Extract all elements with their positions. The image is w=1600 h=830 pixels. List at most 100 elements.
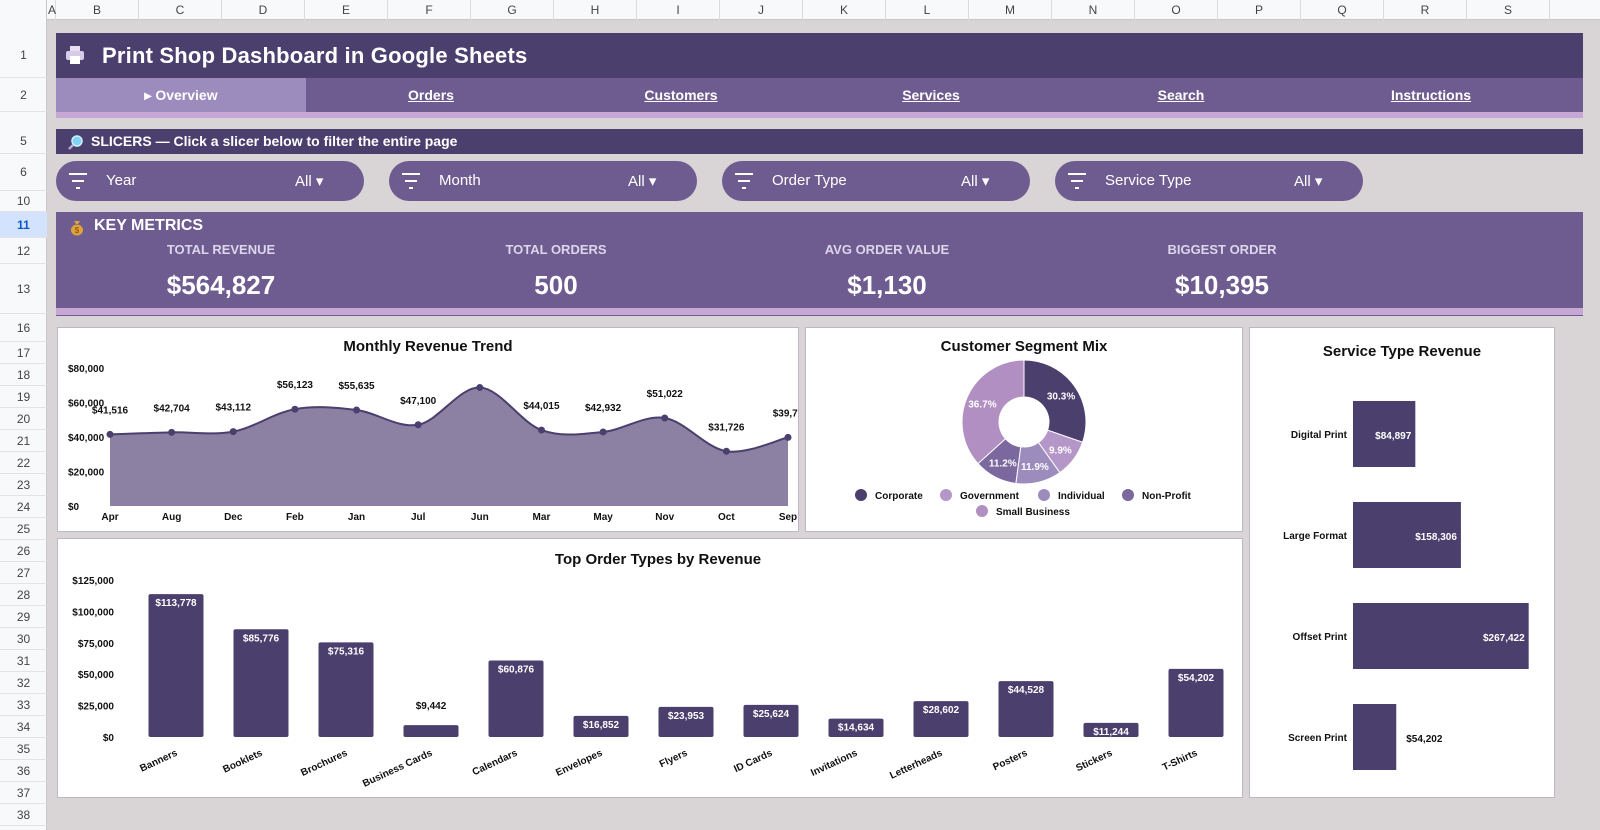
- row-header-31[interactable]: 31: [0, 650, 47, 672]
- slice-label: 36.7%: [968, 400, 996, 411]
- data-label: $41,516: [92, 405, 129, 416]
- row-header-32[interactable]: 32: [0, 672, 47, 694]
- chart-title: Service Type Revenue: [1323, 343, 1481, 360]
- x-tick-label: Calendars: [471, 748, 520, 779]
- slicer-month[interactable]: Month All ▾: [389, 161, 697, 201]
- slicer-value[interactable]: All ▾: [295, 173, 324, 190]
- row-header-20[interactable]: 20: [0, 408, 47, 430]
- slicer-order-type[interactable]: Order Type All ▾: [722, 161, 1030, 201]
- column-header-r[interactable]: R: [1384, 0, 1467, 20]
- row-header-33[interactable]: 33: [0, 694, 47, 716]
- row-header-29[interactable]: 29: [0, 606, 47, 628]
- x-tick-label: Jul: [411, 512, 426, 523]
- bar: [1353, 401, 1416, 467]
- select-all-corner[interactable]: [0, 0, 47, 20]
- x-tick-label: Banners: [138, 748, 179, 775]
- money-bag-icon: $: [71, 221, 83, 236]
- metric-value: $1,130: [847, 270, 927, 300]
- data-point: [291, 405, 299, 413]
- column-header-h[interactable]: H: [554, 0, 637, 20]
- row-header-34[interactable]: 34: [0, 716, 47, 738]
- slicer-value[interactable]: All ▾: [961, 173, 990, 190]
- column-header-j[interactable]: J: [720, 0, 803, 20]
- data-label: $75,316: [328, 646, 365, 657]
- bar: [743, 704, 799, 737]
- row-header-35[interactable]: 35: [0, 738, 47, 760]
- row-header-24[interactable]: 24: [0, 496, 47, 518]
- chart-title: Customer Segment Mix: [941, 338, 1108, 355]
- row-header-36[interactable]: 36: [0, 760, 47, 782]
- x-tick-label: Aug: [162, 512, 181, 523]
- y-tick-label: $25,000: [78, 702, 115, 713]
- x-tick-label: Flyers: [658, 748, 690, 771]
- column-header-n[interactable]: N: [1052, 0, 1135, 20]
- tab-overview[interactable]: ▸ Overview: [56, 78, 306, 112]
- row-header-22[interactable]: 22: [0, 452, 47, 474]
- row-header-28[interactable]: 28: [0, 584, 47, 606]
- slicer-service-type[interactable]: Service Type All ▾: [1055, 161, 1363, 201]
- tab-services[interactable]: Services: [902, 87, 960, 103]
- column-header-b[interactable]: B: [56, 0, 139, 20]
- customer-segment-chart[interactable]: Customer Segment Mix 30.3% 9.9% 11.9% 11.2% 3…: [805, 327, 1243, 532]
- data-label: $158,306: [1415, 532, 1457, 543]
- column-header-k[interactable]: K: [803, 0, 886, 20]
- data-point: [784, 433, 792, 441]
- tab-search[interactable]: Search: [1157, 87, 1205, 103]
- column-header-c[interactable]: C: [139, 0, 222, 20]
- top-order-types-chart[interactable]: Top Order Types by Revenue $0 $25,000 $50,0…: [57, 538, 1243, 798]
- x-tick-label: Business Cards: [361, 748, 435, 790]
- column-header-l[interactable]: L: [886, 0, 969, 20]
- row-header-37[interactable]: 37: [0, 782, 47, 804]
- row-header-21[interactable]: 21: [0, 430, 47, 452]
- y-tick-label: $20,000: [68, 468, 105, 479]
- column-header-d[interactable]: D: [222, 0, 305, 20]
- row-header-2[interactable]: 2: [0, 78, 47, 112]
- row-header-30[interactable]: 30: [0, 628, 47, 650]
- column-header-q[interactable]: Q: [1301, 0, 1384, 20]
- row-header-11[interactable]: 11: [0, 212, 47, 238]
- tab-instructions[interactable]: Instructions: [1390, 87, 1472, 103]
- row-header-13[interactable]: 13: [0, 264, 47, 314]
- row-header-38[interactable]: 38: [0, 804, 47, 826]
- column-header-o[interactable]: O: [1135, 0, 1218, 20]
- area-chart: Monthly Revenue Trend $0 $20,000 $40,000 $60…: [68, 338, 798, 523]
- tab-orders[interactable]: Orders: [408, 87, 454, 103]
- key-metrics-panel: $ KEY METRICS TOTAL REVENUE $564,827 TOT…: [56, 212, 1583, 316]
- column-header-e[interactable]: E: [305, 0, 388, 20]
- row-header-17[interactable]: 17: [0, 342, 47, 364]
- row-header-25[interactable]: 25: [0, 518, 47, 540]
- slice-label: 11.9%: [1021, 462, 1049, 473]
- row-header-26[interactable]: 26: [0, 540, 47, 562]
- row-header-6[interactable]: 6: [0, 154, 47, 191]
- x-tick-label: ID Cards: [732, 748, 774, 776]
- metric-value: $564,827: [166, 270, 276, 300]
- row-header-1[interactable]: 1: [0, 33, 47, 78]
- monthly-revenue-chart[interactable]: Monthly Revenue Trend $0 $20,000 $40,000 $60…: [57, 327, 799, 532]
- row-header-19[interactable]: 19: [0, 386, 47, 408]
- column-header-a[interactable]: A: [48, 0, 56, 20]
- tab-customers[interactable]: Customers: [644, 87, 718, 103]
- x-tick-label: T-Shirts: [1161, 748, 1200, 774]
- column-header-m[interactable]: M: [969, 0, 1052, 20]
- slicer-value[interactable]: All ▾: [628, 173, 657, 190]
- row-header-12[interactable]: 12: [0, 238, 47, 264]
- filter-icon: [735, 173, 753, 189]
- data-point: [168, 428, 176, 436]
- column-header-f[interactable]: F: [388, 0, 471, 20]
- legend-swatch: [976, 505, 988, 517]
- row-header-18[interactable]: 18: [0, 364, 47, 386]
- data-point: [722, 447, 730, 455]
- column-header-s[interactable]: S: [1467, 0, 1550, 20]
- column-header-g[interactable]: G: [471, 0, 554, 20]
- column-header-p[interactable]: P: [1218, 0, 1301, 20]
- slicer-value[interactable]: All ▾: [1294, 173, 1323, 190]
- row-header-27[interactable]: 27: [0, 562, 47, 584]
- service-type-chart[interactable]: Service Type Revenue Digital Print $84,897…: [1249, 327, 1555, 798]
- slicer-year[interactable]: Year All ▾: [56, 161, 364, 201]
- x-tick-label: May: [593, 512, 613, 523]
- column-header-i[interactable]: I: [637, 0, 720, 20]
- row-header-16[interactable]: 16: [0, 315, 47, 342]
- row-header-5[interactable]: 5: [0, 129, 47, 154]
- row-header-10[interactable]: 10: [0, 191, 47, 212]
- row-header-23[interactable]: 23: [0, 474, 47, 496]
